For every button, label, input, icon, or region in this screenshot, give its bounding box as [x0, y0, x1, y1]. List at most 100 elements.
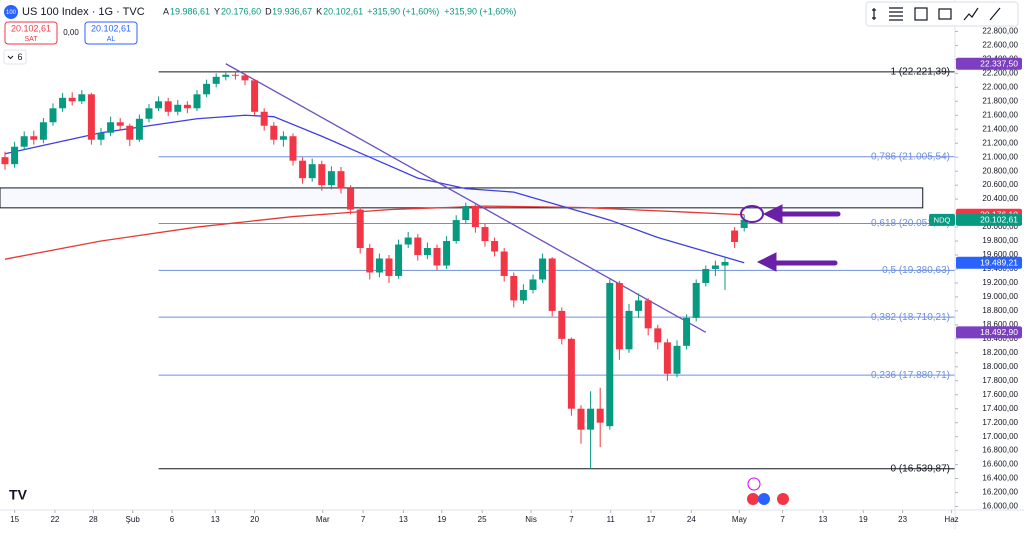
x-tick-label: Mar — [316, 515, 330, 524]
candle-body — [126, 125, 134, 140]
candle-body — [251, 80, 259, 112]
candle-body — [625, 310, 633, 350]
tool-icon[interactable] — [914, 7, 928, 21]
x-tick-label: 6 — [170, 515, 175, 524]
x-tick-label: 17 — [647, 515, 656, 524]
symbol-tag-label: NDQ — [934, 215, 951, 224]
y-tick-label: 18.400,00 — [982, 334, 1018, 343]
ohlc-value: 20.176,60 — [221, 6, 261, 16]
price-tag — [956, 213, 1022, 226]
fib-label: 0 (16.539,87) — [891, 463, 951, 474]
candle-body — [174, 104, 182, 112]
fib-label: 0,236 (17.880,71) — [871, 370, 950, 381]
ohlc-key: K — [316, 6, 322, 16]
ohlc-key: A — [163, 6, 169, 16]
price-tag — [956, 326, 1022, 339]
candle-body — [731, 230, 739, 242]
candle-body — [337, 171, 345, 189]
x-tick-label: 11 — [607, 515, 616, 524]
candle-body — [423, 248, 431, 255]
candle-body — [97, 132, 105, 140]
x-tick-label: 20 — [250, 515, 259, 524]
y-tick-label: 18.600,00 — [982, 320, 1018, 329]
y-tick-label: 16.000,00 — [982, 502, 1018, 511]
x-tick-label: 13 — [818, 515, 827, 524]
y-tick-label: 17.200,00 — [982, 418, 1018, 427]
tool-icon[interactable] — [989, 7, 1001, 21]
y-tick-label: 20.600,00 — [982, 180, 1018, 189]
x-tick-label: Nis — [525, 515, 537, 524]
y-tick-label: 22.800,00 — [982, 27, 1018, 36]
candle-body — [663, 342, 671, 374]
tool-icon[interactable] — [963, 7, 979, 21]
y-tick-label: 19.000,00 — [982, 292, 1018, 301]
change: +315,90 (+1,60%) — [444, 6, 516, 16]
y-tick-label: 20.800,00 — [982, 166, 1018, 175]
annotations — [740, 204, 841, 272]
candle-body — [740, 219, 748, 228]
candle-body — [299, 160, 307, 179]
x-tick-label: 13 — [399, 515, 408, 524]
y-tick-label: 21.600,00 — [982, 110, 1018, 119]
indicators-toggle[interactable] — [3, 49, 27, 65]
sell-price: 20.102,61 — [11, 23, 51, 33]
candle-body — [558, 310, 566, 339]
candle-body — [78, 94, 86, 102]
x-tick-label: 19 — [437, 515, 446, 524]
candle-body — [721, 261, 729, 266]
candle-body — [683, 317, 691, 346]
candle-body — [270, 125, 278, 140]
fib-label: 0,382 (18.710,21) — [871, 312, 950, 323]
y-tick-label: 22.600,00 — [982, 41, 1018, 50]
candle-body — [673, 345, 681, 374]
candle-body — [30, 136, 38, 140]
price-tag — [956, 256, 1022, 269]
header: 100 US 100 Index · 1G · TVC A 19.986,61 Y 2… — [3, 5, 516, 65]
fib-label: 0,5 (19.380,63) — [882, 265, 950, 276]
x-tick-label: Haz — [944, 515, 958, 524]
candle-body — [587, 408, 595, 430]
sell-button[interactable] — [4, 21, 58, 45]
candle-body — [279, 136, 287, 140]
candle-body — [155, 101, 163, 109]
candle-body — [260, 111, 268, 126]
event-icon[interactable] — [747, 477, 761, 491]
candle-body — [241, 75, 249, 81]
candle-body — [135, 118, 143, 140]
candle-body — [375, 258, 383, 273]
candle-body — [356, 209, 364, 249]
tool-icon[interactable] — [889, 7, 903, 21]
change: +315,90 (+1,60%) — [367, 6, 439, 16]
candle-body — [308, 164, 316, 179]
event-icon[interactable] — [777, 493, 789, 505]
event-icon[interactable] — [747, 493, 759, 505]
candle-body — [231, 74, 239, 76]
candle-body — [145, 108, 153, 119]
y-tick-label: 20.400,00 — [982, 194, 1018, 203]
candle-body — [183, 104, 191, 109]
plot-area: 1 (22.221,39) 0,786 (21.005,54) 0,618 (20.… — [0, 63, 955, 474]
event-icon[interactable] — [758, 493, 770, 505]
candle-body — [443, 241, 451, 266]
time-axis-bg — [0, 510, 1024, 529]
candle-body — [68, 97, 76, 102]
symbol-title[interactable]: US 100 Index · 1G · TVC — [22, 6, 145, 18]
y-tick-label: 17.000,00 — [982, 432, 1018, 441]
candle-body — [20, 136, 28, 147]
candle-body — [395, 244, 403, 276]
candle-body — [203, 83, 211, 95]
candle-body — [510, 275, 518, 301]
candle-body — [539, 258, 547, 280]
candle-body — [193, 94, 201, 109]
buy-button[interactable] — [84, 21, 138, 45]
toolbar — [865, 1, 1019, 27]
x-tick-label: 24 — [687, 515, 696, 524]
tool-icon[interactable] — [872, 8, 876, 20]
y-tick-label: 17.800,00 — [982, 376, 1018, 385]
tool-icon[interactable] — [938, 8, 952, 20]
trendline — [225, 63, 707, 333]
candle-body — [654, 328, 662, 343]
footer-icons: TV — [9, 477, 789, 505]
price-tag-label: 19.489,21 — [980, 257, 1018, 267]
